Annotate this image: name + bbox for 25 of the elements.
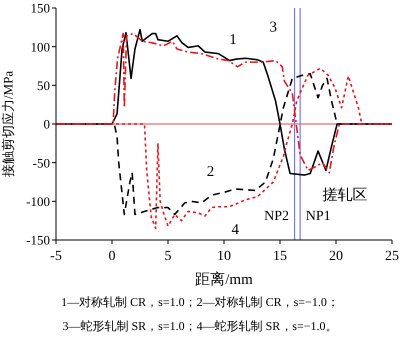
y-tick-label: 100 [30,39,50,54]
annotation: 搓轧区 [322,186,368,204]
x-tick-label: 0 [108,248,116,264]
x-tick-label: 15 [273,248,287,264]
text: 3—蛇形轧制 SR，s=1.0；4—蛇形轧制 SR，s=−1.0。 [62,318,338,335]
y-tick-label: 150 [30,0,50,16]
x-axis-title: 距离/mm [195,271,254,288]
annotation: 1 [229,32,237,48]
x-tick-label: 25 [385,248,399,264]
ref-line-label: NP1 [306,209,331,224]
x-tick-label: 10 [217,248,231,264]
annotation: 2 [206,164,214,180]
ref-line-label: NP2 [264,209,290,224]
y-tick-label: -150 [26,232,50,248]
y-tick-label: 0 [44,116,50,132]
text: 1—对称轧制 CR，s=1.0；2—对称轧制 CR，s=−1.0； [60,294,340,311]
y-tick-label: 50 [37,78,50,93]
annotation: 4 [231,222,240,238]
y-tick-label: -100 [26,194,50,209]
y-tick-label: -50 [32,155,50,170]
x-tick-label: 20 [329,248,343,264]
x-tick-label: 5 [164,248,172,264]
y-axis-title: 接触剪切应力/MPa [0,70,16,178]
x-tick-label: -5 [50,248,62,264]
annotation: 3 [270,20,278,36]
